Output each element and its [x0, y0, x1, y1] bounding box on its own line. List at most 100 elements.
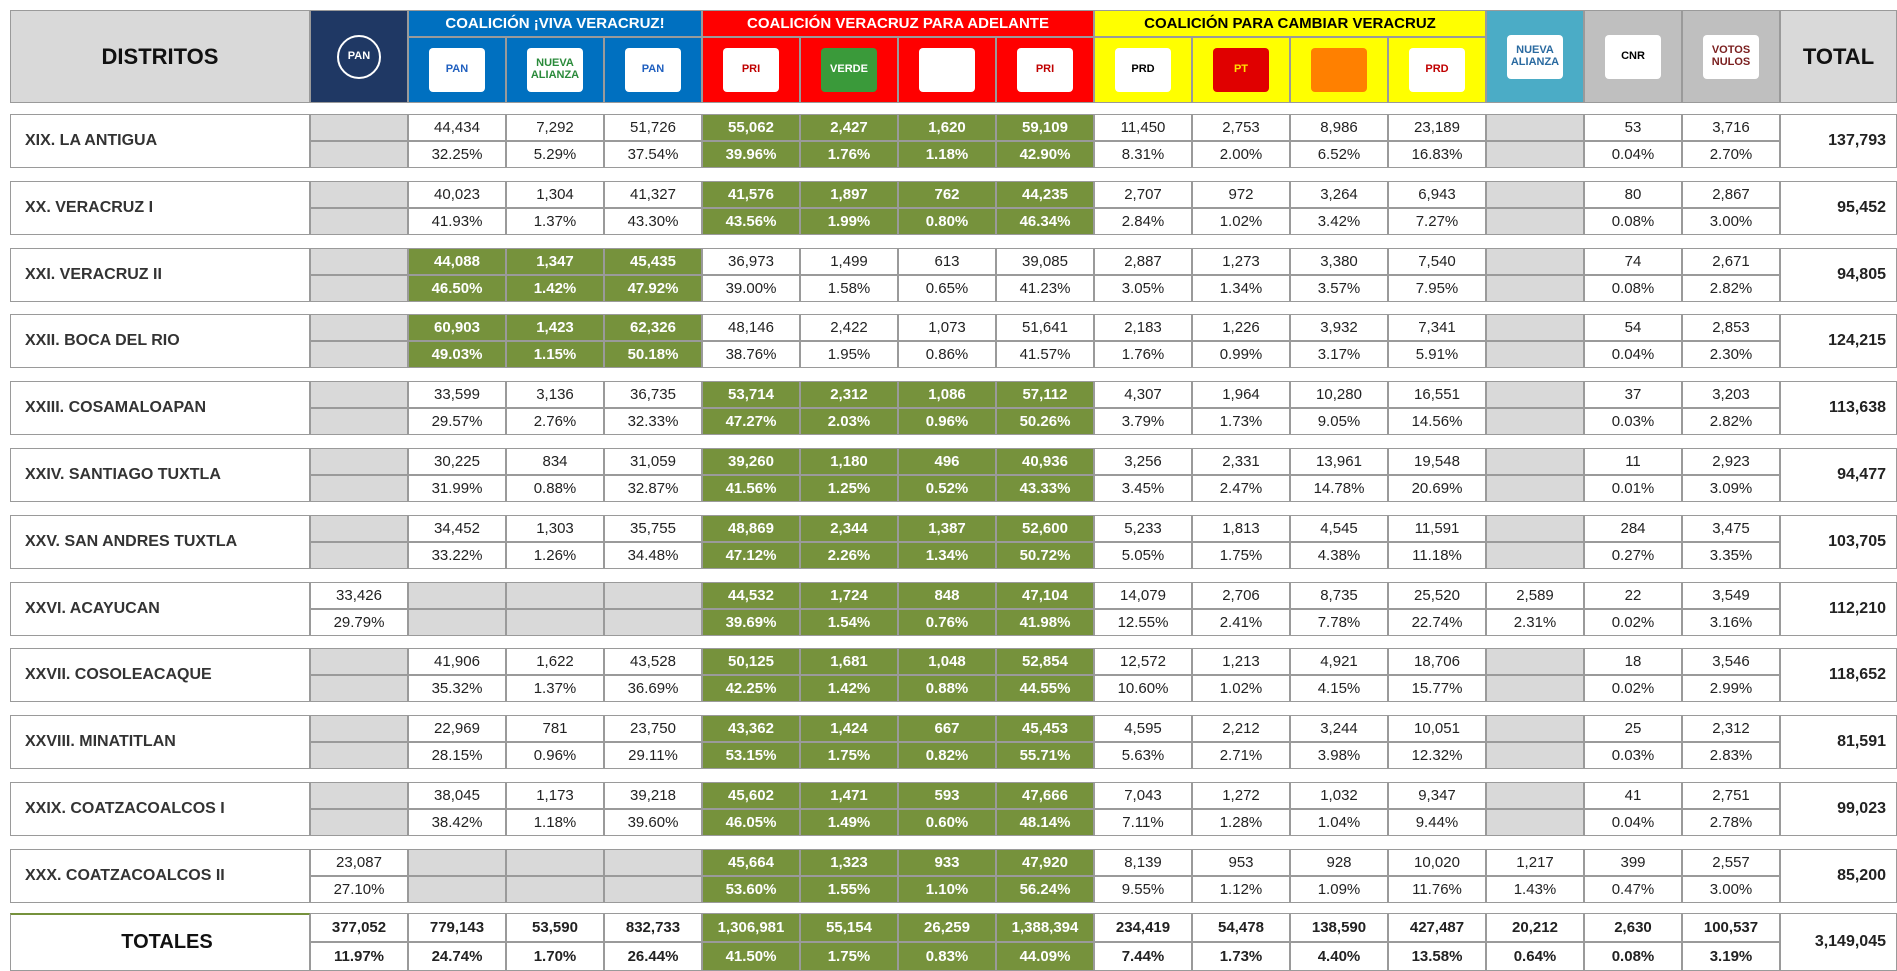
percent-cell: 0.27% — [1584, 542, 1682, 569]
vote-cell — [408, 582, 506, 609]
vote-cell: 1,273 — [1192, 248, 1290, 275]
vote-cell: 53,714 — [702, 381, 800, 408]
vote-cell: 39,085 — [996, 248, 1094, 275]
party-logo: VERDE — [821, 48, 877, 92]
totals-label: TOTALES — [10, 913, 310, 971]
percent-cell: 2.47% — [1192, 475, 1290, 502]
percent-cell: 0.08% — [1584, 942, 1682, 971]
vote-cell: 55,154 — [800, 913, 898, 942]
vote-cell: 1,323 — [800, 849, 898, 876]
percent-cell: 11.76% — [1388, 876, 1486, 903]
vote-cell: 377,052 — [310, 913, 408, 942]
party-header: PAN — [408, 37, 506, 103]
vote-cell: 1,388,394 — [996, 913, 1094, 942]
percent-cell: 39.96% — [702, 141, 800, 168]
percent-cell: 11.18% — [1388, 542, 1486, 569]
percent-cell: 1.18% — [898, 141, 996, 168]
vote-cell — [604, 582, 702, 609]
vote-cell — [310, 314, 408, 341]
percent-cell: 44.55% — [996, 675, 1094, 702]
vote-cell: 832,733 — [604, 913, 702, 942]
percent-cell: 55.71% — [996, 742, 1094, 769]
vote-cell: 54 — [1584, 314, 1682, 341]
vote-cell: 47,104 — [996, 582, 1094, 609]
percent-cell: 2.83% — [1682, 742, 1780, 769]
district-name: XXIII. COSAMALOAPAN — [10, 381, 310, 435]
percent-cell: 0.02% — [1584, 675, 1682, 702]
vote-cell: 47,666 — [996, 782, 1094, 809]
total-cell: 103,705 — [1780, 515, 1897, 569]
total-cell: 94,477 — [1780, 448, 1897, 502]
percent-cell: 1.42% — [506, 275, 604, 302]
vote-cell: 8,735 — [1290, 582, 1388, 609]
percent-cell: 3.79% — [1094, 408, 1192, 435]
vote-cell: 593 — [898, 782, 996, 809]
percent-cell: 1.43% — [1486, 876, 1584, 903]
vote-cell — [1486, 448, 1584, 475]
percent-cell: 4.40% — [1290, 942, 1388, 971]
vote-cell: 972 — [1192, 181, 1290, 208]
vote-cell — [310, 448, 408, 475]
vote-cell: 47,920 — [996, 849, 1094, 876]
percent-cell: 0.02% — [1584, 609, 1682, 636]
percent-cell: 4.38% — [1290, 542, 1388, 569]
vote-cell: 2,867 — [1682, 181, 1780, 208]
percent-cell — [1486, 742, 1584, 769]
percent-cell: 46.34% — [996, 208, 1094, 235]
vote-cell: 2,331 — [1192, 448, 1290, 475]
district-name: XXX. COATZACOALCOS II — [10, 849, 310, 903]
percent-cell: 50.26% — [996, 408, 1094, 435]
percent-cell: 1.76% — [800, 141, 898, 168]
vote-cell — [310, 648, 408, 675]
vote-cell — [310, 515, 408, 542]
vote-cell: 23,189 — [1388, 114, 1486, 141]
vote-cell: 3,475 — [1682, 515, 1780, 542]
vote-cell: 3,932 — [1290, 314, 1388, 341]
vote-cell: 1,424 — [800, 715, 898, 742]
vote-cell — [408, 849, 506, 876]
percent-cell: 26.44% — [604, 942, 702, 971]
vote-cell: 59,109 — [996, 114, 1094, 141]
percent-cell: 1.10% — [898, 876, 996, 903]
party-header: PAN — [604, 37, 702, 103]
vote-cell: 11,591 — [1388, 515, 1486, 542]
vote-cell — [1486, 248, 1584, 275]
percent-cell: 39.00% — [702, 275, 800, 302]
percent-cell: 31.99% — [408, 475, 506, 502]
percent-cell: 22.74% — [1388, 609, 1486, 636]
vote-cell — [1486, 314, 1584, 341]
vote-cell: 11 — [1584, 448, 1682, 475]
vote-cell: 45,602 — [702, 782, 800, 809]
district-name: XIX. LA ANTIGUA — [10, 114, 310, 168]
vote-cell: 41,327 — [604, 181, 702, 208]
coalition-header: COALICIÓN PARA CAMBIAR VERACRUZ — [1094, 10, 1486, 37]
percent-cell: 46.05% — [702, 809, 800, 836]
percent-cell: 2.71% — [1192, 742, 1290, 769]
percent-cell: 1.70% — [506, 942, 604, 971]
vote-cell: 44,088 — [408, 248, 506, 275]
percent-cell: 8.31% — [1094, 141, 1192, 168]
percent-cell: 1.37% — [506, 208, 604, 235]
total-cell: 137,793 — [1780, 114, 1897, 168]
party-header — [1290, 37, 1388, 103]
vote-cell: 7,043 — [1094, 782, 1192, 809]
percent-cell: 1.37% — [506, 675, 604, 702]
percent-cell: 1.15% — [506, 341, 604, 368]
party-header: PRD — [1094, 37, 1192, 103]
vote-cell: 1,622 — [506, 648, 604, 675]
vote-cell: 3,546 — [1682, 648, 1780, 675]
party-header: PRD — [1388, 37, 1486, 103]
percent-cell: 12.32% — [1388, 742, 1486, 769]
vote-cell: 57,112 — [996, 381, 1094, 408]
vote-cell: 10,280 — [1290, 381, 1388, 408]
percent-cell — [1486, 408, 1584, 435]
vote-cell: 4,307 — [1094, 381, 1192, 408]
percent-cell: 1.76% — [1094, 341, 1192, 368]
vote-cell: 427,487 — [1388, 913, 1486, 942]
percent-cell: 9.05% — [1290, 408, 1388, 435]
vote-cell: 18,706 — [1388, 648, 1486, 675]
vote-cell: 39,218 — [604, 782, 702, 809]
vote-cell: 7,540 — [1388, 248, 1486, 275]
percent-cell: 5.05% — [1094, 542, 1192, 569]
vote-cell: 2,853 — [1682, 314, 1780, 341]
